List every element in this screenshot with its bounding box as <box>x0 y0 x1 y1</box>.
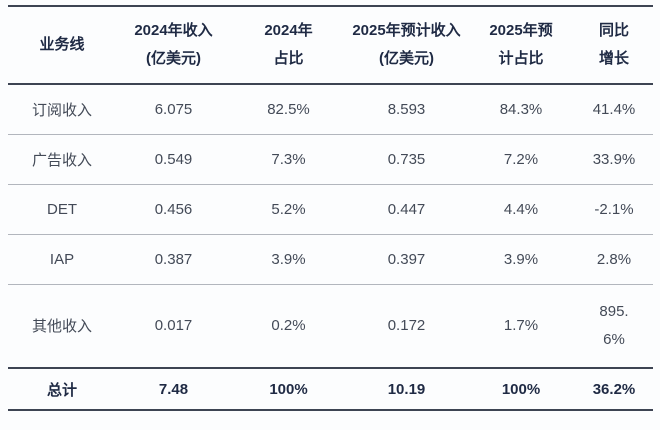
cell-2025-est-revenue: 0.172 <box>387 317 426 335</box>
cell-business-line: 广告收入 <box>31 151 92 169</box>
cell-2024-revenue: 6.075 <box>154 100 193 118</box>
cell-yoy-growth: -2.1% <box>594 200 634 218</box>
table-row-iap: IAP 0.387 3.9% 0.397 3.9% 2.8% <box>8 234 653 284</box>
cell-2025-est-share: 1.7% <box>503 317 539 335</box>
cell-yoy-growth: 36.2% <box>592 380 636 398</box>
header-cell-2025-est-revenue: 2025年预计收入 (亿美元) <box>352 22 461 67</box>
header-cell-business-line: 业务线 <box>39 36 85 54</box>
cell-2025-est-revenue: 0.397 <box>387 250 426 268</box>
header-cell-2024-share: 2024年 占比 <box>264 22 313 67</box>
table-row-other: 其他收入 0.017 0.2% 0.172 1.7% 895.6% <box>8 284 653 368</box>
table-row-total: 总计 7.48 100% 10.19 100% 36.2% <box>8 368 653 410</box>
cell-business-line: 订阅收入 <box>31 101 92 119</box>
yoy-growth-value: 895.6% <box>599 303 629 348</box>
table-row-advertising: 广告收入 0.549 7.3% 0.735 7.2% 33.9% <box>8 134 653 184</box>
cell-2025-est-share: 4.4% <box>503 200 539 218</box>
cell-2025-est-share: 3.9% <box>503 250 539 268</box>
cell-2024-share: 3.9% <box>271 250 306 268</box>
table-row-subscription: 订阅收入 6.075 82.5% 8.593 84.3% 41.4% <box>8 84 653 134</box>
cell-2024-share: 5.2% <box>271 200 306 218</box>
cell-2024-share: 82.5% <box>267 100 310 118</box>
cell-2024-share: 7.3% <box>271 150 306 168</box>
revenue-breakdown-table: 业务线 2024年收入 (亿美元) 2024年 占比 2025年预计收入 (亿美… <box>8 5 653 411</box>
header-cell-2025-est-share: 2025年预 计占比 <box>489 22 553 67</box>
cell-2024-revenue: 0.549 <box>154 150 193 168</box>
cell-2024-share: 0.2% <box>271 317 306 335</box>
cell-2024-revenue: 0.456 <box>154 200 193 218</box>
cell-business-line: IAP <box>49 250 75 268</box>
cell-2024-share: 100% <box>269 380 308 398</box>
cell-yoy-growth: 895.6% <box>575 284 653 368</box>
cell-2025-est-share: 100% <box>501 380 541 398</box>
cell-business-line: 其他收入 <box>31 318 92 336</box>
cell-2024-revenue: 7.48 <box>158 380 189 398</box>
cell-business-line: 总计 <box>46 381 77 399</box>
header-cell-yoy-growth: 同比 增长 <box>598 22 629 67</box>
cell-2025-est-share: 84.3% <box>499 100 543 118</box>
cell-2025-est-revenue: 0.735 <box>387 150 426 168</box>
cell-yoy-growth: 33.9% <box>592 150 636 168</box>
cell-2025-est-revenue: 8.593 <box>387 100 426 118</box>
cell-2024-revenue: 0.387 <box>154 250 193 268</box>
cell-2025-est-revenue: 10.19 <box>387 380 426 398</box>
cell-yoy-growth: 2.8% <box>596 250 632 268</box>
table-row-det: DET 0.456 5.2% 0.447 4.4% -2.1% <box>8 184 653 234</box>
cell-business-line: DET <box>47 200 77 218</box>
cell-2025-est-share: 7.2% <box>503 150 539 168</box>
cell-yoy-growth: 41.4% <box>592 100 636 118</box>
header-cell-2024-revenue: 2024年收入 (亿美元) <box>134 22 213 67</box>
cell-2024-revenue: 0.017 <box>154 317 193 335</box>
header-row: 业务线 2024年收入 (亿美元) 2024年 占比 2025年预计收入 (亿美… <box>8 6 653 84</box>
cell-2025-est-revenue: 0.447 <box>387 200 426 218</box>
